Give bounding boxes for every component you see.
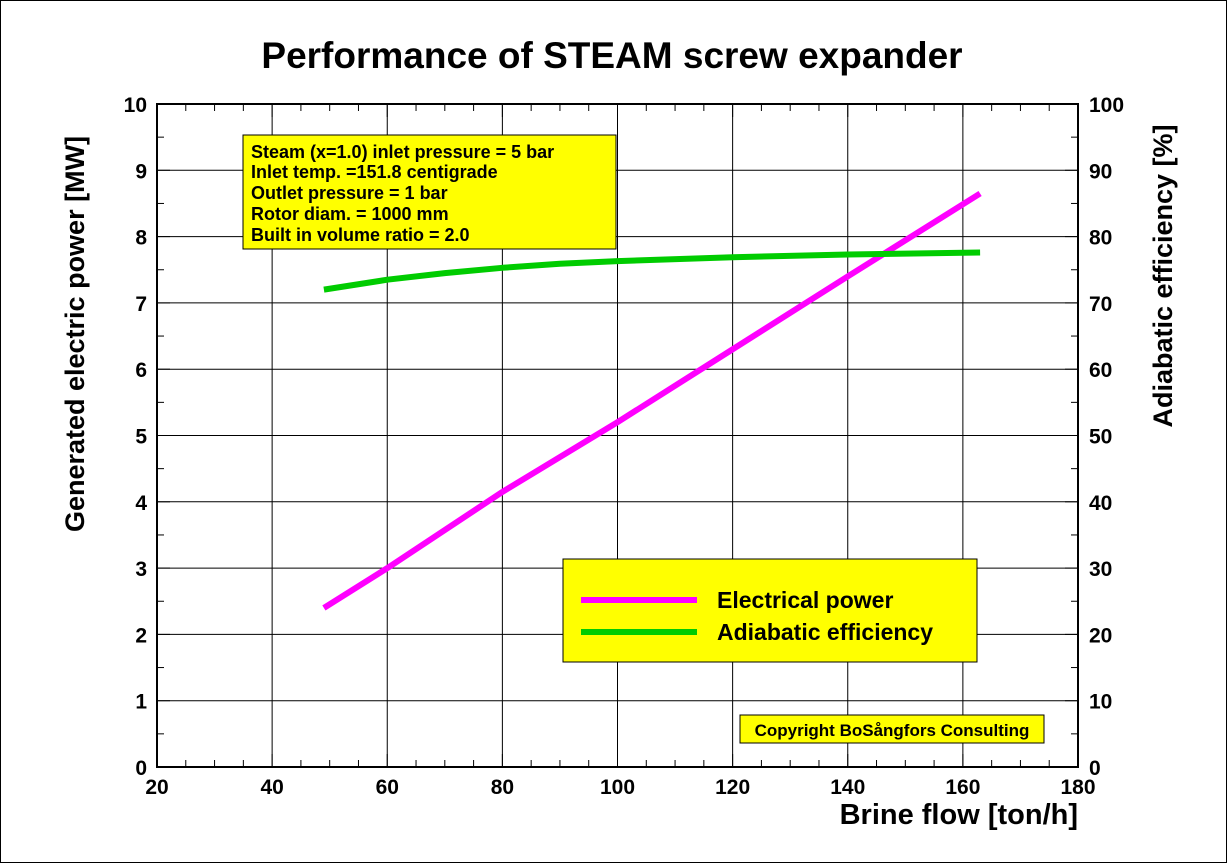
y-right-tick-label: 0 [1089,757,1101,780]
y-right-tick-label: 80 [1089,227,1112,250]
y-left-tick-label: 6 [135,359,147,382]
y-left-tick-label: 0 [135,757,147,780]
x-tick-label: 40 [260,776,283,799]
y-right-tick-label: 50 [1089,426,1112,449]
info-box: Steam (x=1.0) inlet pressure = 5 bar Inl… [242,134,617,250]
y-right-tick-label: 90 [1089,160,1112,183]
y-right-tick-label: 30 [1089,558,1112,581]
tick-marks [156,103,1079,768]
y-axis-right-label: Adiabatic efficiency [%] [1148,124,1178,427]
y-right-tick-label: 100 [1089,94,1124,117]
x-tick-label: 20 [145,776,168,799]
legend: Electrical power Adiabatic efficiency [562,558,978,663]
info-line: Inlet temp. =151.8 centigrade [251,162,498,182]
y-right-tick-label: 60 [1089,359,1112,382]
y-right-tick-label: 70 [1089,293,1112,316]
y-left-tick-label: 9 [135,160,147,183]
y-left-tick-label: 3 [135,558,147,581]
y-left-tick-label: 5 [135,426,147,449]
y-left-tick-label: 10 [124,94,147,117]
y-left-tick-label: 7 [135,293,147,316]
info-line: Steam (x=1.0) inlet pressure = 5 bar [251,142,554,162]
x-tick-label: 120 [715,776,750,799]
info-box-background [242,134,617,250]
x-tick-label: 60 [376,776,399,799]
legend-label: Electrical power [717,587,893,613]
x-axis-label: Brine flow [ton/h] [840,799,1078,831]
y-axis-left-label: Generated electric power [MW] [60,136,90,532]
y-right-tick-label: 10 [1089,691,1112,714]
x-tick-label: 160 [945,776,980,799]
y-left-tick-label: 2 [135,624,147,647]
y-right-tick-label: 20 [1089,624,1112,647]
x-tick-label: 100 [600,776,635,799]
y-left-tick-label: 8 [135,227,147,250]
copyright-box: Copyright BoSångfors Consulting [739,714,1045,744]
x-tick-label: 80 [491,776,514,799]
info-line: Rotor diam. = 1000 mm [251,204,449,224]
series-line-adiabatic-efficiency [323,249,981,293]
chart-title: Performance of STEAM screw expander [261,35,962,76]
legend-label: Adiabatic efficiency [717,619,933,645]
tick-labels: 20 40 60 80 100 120 140 160 18001234567891001020… [124,94,1124,799]
y-left-tick-label: 1 [135,691,147,714]
info-line: Built in volume ratio = 2.0 [251,225,470,245]
copyright-text: Copyright BoSångfors Consulting [755,721,1030,740]
x-tick-label: 140 [830,776,865,799]
series-line-electrical-power [322,190,982,611]
copyright-background [739,714,1045,744]
y-left-tick-label: 4 [135,492,147,515]
y-right-tick-label: 40 [1089,492,1112,515]
info-line: Outlet pressure = 1 bar [251,183,448,203]
series-layer [322,190,982,611]
x-tick-label: 180 [1060,776,1095,799]
legend-background [562,558,978,663]
